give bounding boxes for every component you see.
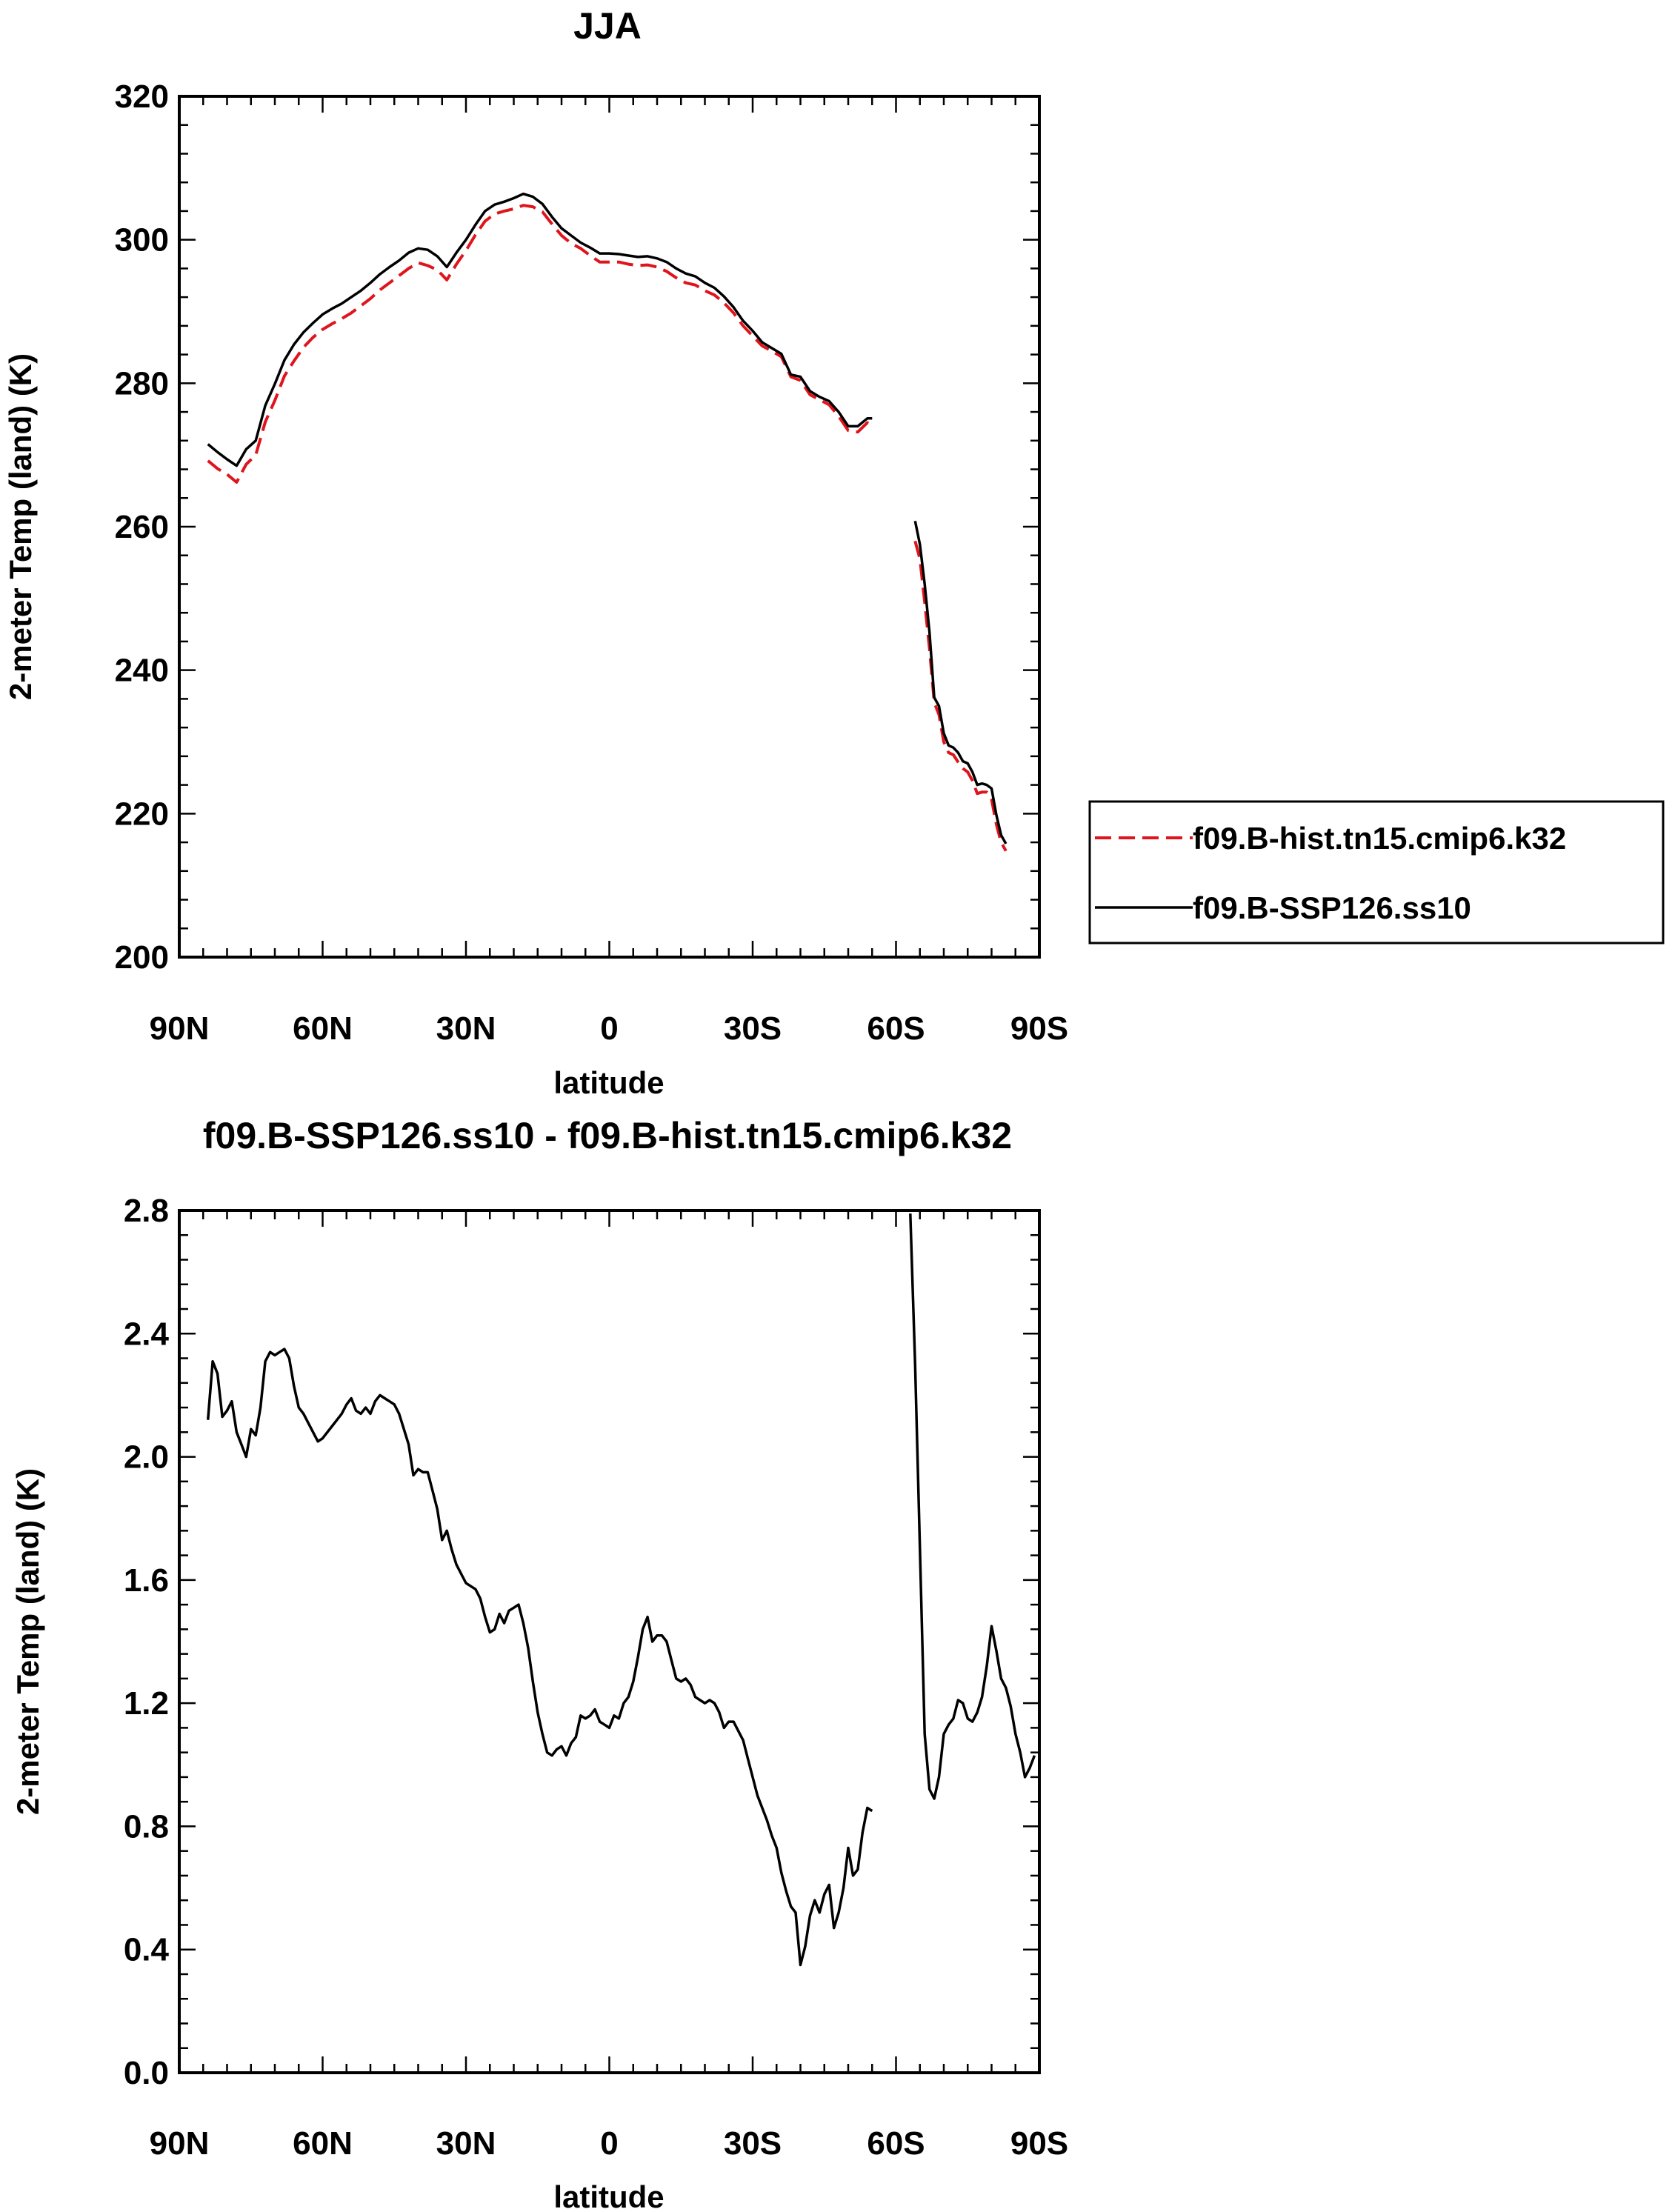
top-y-tick-label: 240 xyxy=(115,653,169,689)
bottom-series-0-line xyxy=(206,1347,873,1967)
bottom-x-tick-label: 30S xyxy=(724,2125,782,2162)
top-x-tick-label: 90N xyxy=(150,1010,210,1047)
bottom-y-axis-label: 2-meter Temp (land) (K) xyxy=(10,1468,45,1815)
bottom-x-tick-label: 60N xyxy=(293,2125,353,2162)
top-y-axis-label: 2-meter Temp (land) (K) xyxy=(3,353,38,700)
top-x-tick-label: 0 xyxy=(600,1010,618,1047)
top-x-tick-label: 90S xyxy=(1010,1010,1068,1047)
bottom-x-tick-label: 0 xyxy=(600,2125,618,2162)
bottom-y-tick-label: 0.4 xyxy=(124,1932,170,1968)
top-chart-title: JJA xyxy=(573,5,642,47)
bottom-y-tick-label: 1.2 xyxy=(124,1685,169,1722)
legend-ssp-label: f09.B-SSP126.ss10 xyxy=(1193,890,1471,925)
top-y-tick-label: 220 xyxy=(115,796,169,832)
top-series-1-line xyxy=(207,192,873,467)
bottom-y-tick-label: 0.8 xyxy=(124,1808,169,1845)
top-plot-area: 90N 60N 30N 0 30S 60S 90S 200 220 240 260 280 300 320 xyxy=(115,79,1069,1047)
top-y-tick-label: 260 xyxy=(115,509,169,545)
bottom-x-tick-label: 60S xyxy=(867,2125,925,2162)
top-plot-frame xyxy=(178,95,1041,959)
bottom-plot-frame xyxy=(178,1209,1041,2074)
bottom-x-tick-label: 90S xyxy=(1010,2125,1068,2162)
top-y-tick-label: 280 xyxy=(115,365,169,402)
top-y-tick-label: 320 xyxy=(115,79,169,115)
legend-hist-label: f09.B-hist.tn15.cmip6.k32 xyxy=(1193,821,1566,856)
top-x-tick-label: 30N xyxy=(436,1010,496,1047)
legend-box xyxy=(1088,800,1665,945)
bottom-series-0-line xyxy=(909,1213,1036,1800)
bottom-panel: f09.B-SSP126.ss10 - f09.B-hist.tn15.cmip… xyxy=(10,1115,1068,2212)
top-panel: JJA 90N 60N 30N 0 30S 60S 90S 200 220 240 260 280 30… xyxy=(3,5,1665,1100)
bottom-y-tick-label: 1.6 xyxy=(124,1562,169,1599)
top-y-tick-label: 300 xyxy=(115,222,169,259)
top-y-tick-label: 200 xyxy=(115,939,169,976)
bottom-x-tick-label: 90N xyxy=(150,2125,210,2162)
top-x-tick-label: 60N xyxy=(293,1010,353,1047)
top-x-tick-label: 30S xyxy=(724,1010,782,1047)
top-x-axis-label: latitude xyxy=(553,1065,664,1100)
bottom-y-tick-label: 2.4 xyxy=(124,1316,170,1352)
top-series-0-line xyxy=(207,204,873,484)
bottom-y-tick-label: 2.8 xyxy=(124,1193,169,1229)
legend: f09.B-hist.tn15.cmip6.k32 f09.B-SSP126.s… xyxy=(1088,800,1665,945)
bottom-y-tick-label: 2.0 xyxy=(124,1439,169,1476)
bottom-x-tick-label: 30N xyxy=(436,2125,496,2162)
bottom-chart-title: f09.B-SSP126.ss10 - f09.B-hist.tn15.cmip… xyxy=(203,1115,1012,1156)
top-x-tick-label: 60S xyxy=(867,1010,925,1047)
top-series-1-line xyxy=(913,520,1007,845)
bottom-y-tick-label: 0.0 xyxy=(124,2055,169,2091)
bottom-x-axis-label: latitude xyxy=(553,2179,664,2212)
